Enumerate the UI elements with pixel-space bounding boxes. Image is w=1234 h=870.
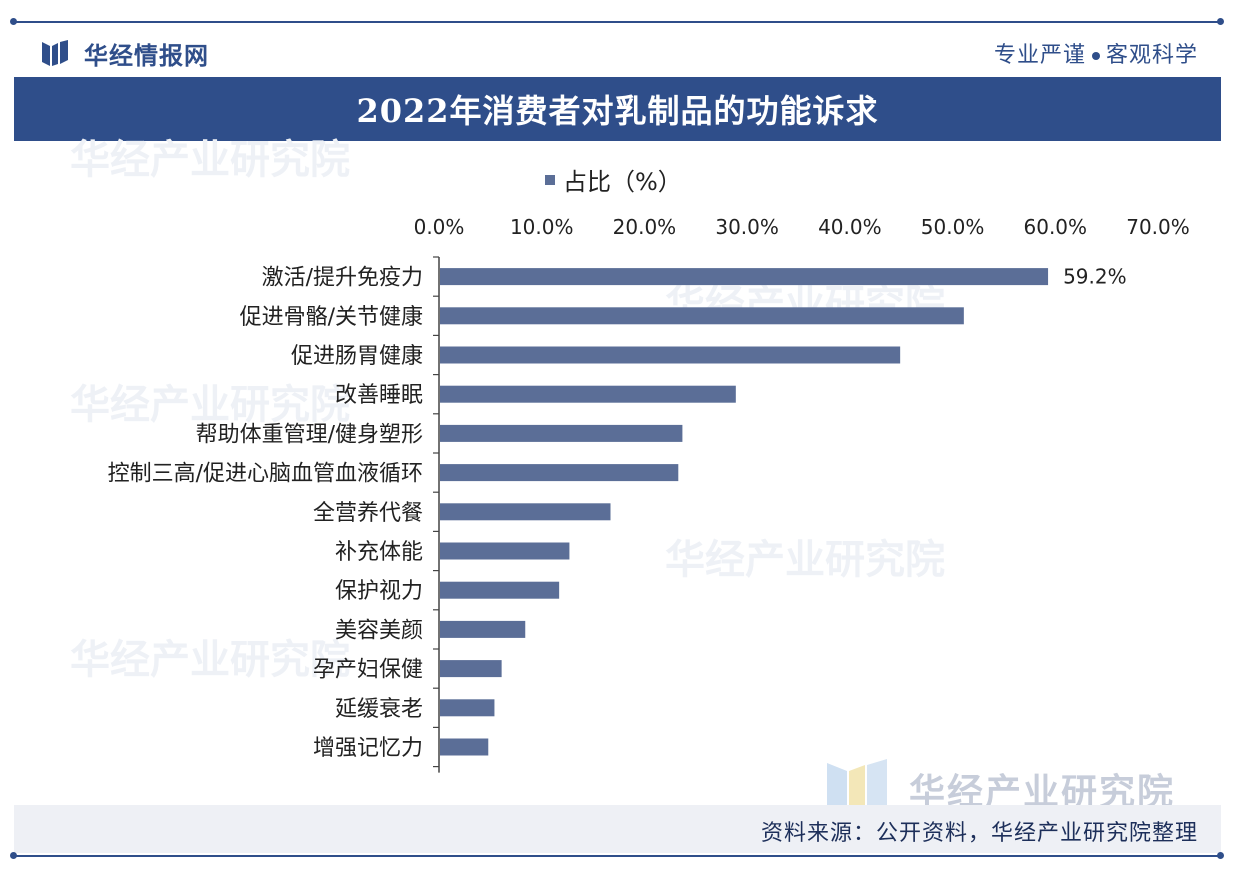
x-tick-label: 30.0% — [715, 215, 779, 239]
top-left-dot — [10, 18, 17, 25]
bar — [440, 699, 495, 717]
x-tick-label: 40.0% — [818, 215, 882, 239]
bar — [440, 307, 964, 325]
category-label: 激活/提升免疫力 — [262, 266, 423, 291]
top-rule — [14, 21, 1221, 23]
tagline: 专业严谨 客观科学 — [994, 37, 1198, 69]
bottom-left-dot — [10, 852, 17, 859]
legend-swatch — [545, 174, 555, 185]
x-tick-label: 70.0% — [1126, 215, 1190, 239]
category-label: 帮助体重管理/健身塑形 — [196, 422, 423, 447]
x-tick-label: 0.0% — [414, 215, 465, 239]
bar — [440, 268, 1049, 286]
bar — [440, 346, 901, 364]
brand-logo-icon — [42, 40, 68, 66]
bar — [440, 738, 489, 756]
chart-title: 2022年消费者对乳制品的功能诉求 — [356, 92, 879, 130]
title-bar: 2022年消费者对乳制品的功能诉求 — [14, 77, 1221, 141]
category-label: 保护视力 — [335, 579, 423, 604]
tagline-dot-icon — [1091, 52, 1100, 60]
category-label: 全营养代餐 — [313, 501, 423, 526]
legend: 占比（%） — [545, 162, 682, 197]
category-label: 促进骨骼/关节健康 — [240, 305, 423, 330]
bar — [440, 503, 611, 521]
bar — [440, 542, 570, 560]
top-right-dot — [1217, 18, 1224, 25]
brand-name: 华经情报网 — [84, 41, 209, 70]
x-tick-label: 60.0% — [1024, 215, 1088, 239]
category-label: 改善睡眠 — [335, 383, 423, 408]
bottom-right-dot — [1217, 852, 1224, 859]
tagline-left: 专业严谨 — [993, 43, 1086, 68]
tagline-right: 客观科学 — [1105, 43, 1198, 68]
category-label: 促进肠胃健康 — [291, 344, 423, 369]
bar — [440, 660, 502, 678]
category-label: 美容美颜 — [335, 618, 423, 643]
category-label: 孕产妇保健 — [313, 658, 423, 683]
x-tick-label: 10.0% — [510, 215, 574, 239]
category-label: 增强记忆力 — [313, 736, 423, 761]
bottom-rule — [14, 855, 1221, 857]
x-tick-label: 20.0% — [613, 215, 677, 239]
bar — [440, 464, 679, 482]
source-text: 资料来源：公开资料，华经产业研究院整理 — [760, 821, 1198, 846]
source-bar — [14, 805, 1221, 853]
data-label: 59.2% — [1063, 265, 1127, 289]
bar — [440, 581, 560, 599]
brand-header: 华经情报网 — [40, 36, 209, 70]
category-label: 控制三高/促进心脑血管血液循环 — [108, 462, 423, 487]
x-tick-label: 50.0% — [921, 215, 985, 239]
bar-chart: 0.0% 10.0% 20.0% 30.0% 40.0% 50.0% 60.0% 70.0% 激… — [108, 215, 1190, 773]
bar — [440, 424, 683, 442]
category-label: 延缓衰老 — [335, 697, 423, 722]
category-label: 补充体能 — [335, 540, 423, 565]
bar — [440, 620, 526, 638]
bar — [440, 385, 736, 403]
legend-label: 占比（%） — [563, 168, 682, 196]
